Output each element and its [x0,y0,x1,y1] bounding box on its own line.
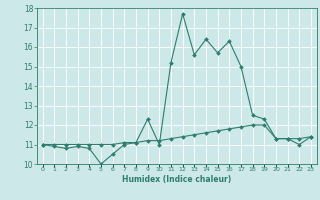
X-axis label: Humidex (Indice chaleur): Humidex (Indice chaleur) [122,175,231,184]
